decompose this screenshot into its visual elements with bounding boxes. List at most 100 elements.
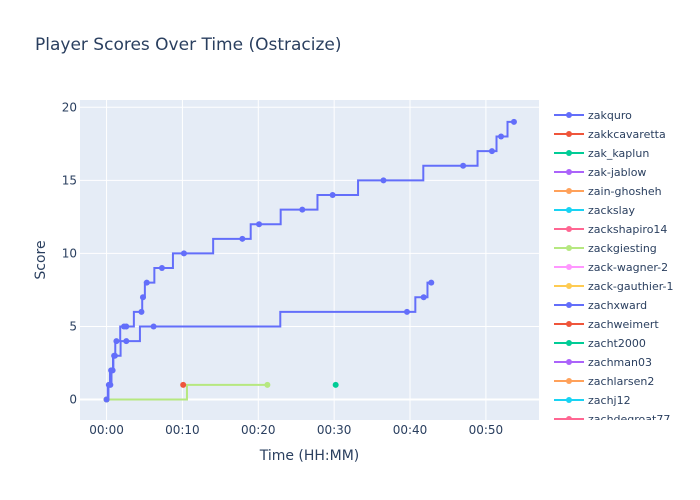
legend-item[interactable]: zackgiesting xyxy=(554,242,657,255)
legend-item[interactable]: zachman03 xyxy=(554,356,652,369)
data-point[interactable] xyxy=(123,338,130,345)
legend-label: zacht2000 xyxy=(588,337,646,350)
x-tick-label: 00:30 xyxy=(317,423,352,437)
y-axis-ticks: 0 5 10 15 20 xyxy=(62,100,77,406)
data-point[interactable] xyxy=(332,381,339,388)
data-point[interactable] xyxy=(256,221,263,228)
data-point[interactable] xyxy=(158,265,165,272)
legend-swatch-marker xyxy=(566,397,572,403)
data-point[interactable] xyxy=(180,250,187,257)
x-tick-label: 00:50 xyxy=(469,423,504,437)
chart-title: Player Scores Over Time (Ostracize) xyxy=(35,35,342,55)
data-point[interactable] xyxy=(143,279,150,286)
legend-item[interactable]: zakquro xyxy=(554,109,632,122)
legend-item[interactable]: zacht2000 xyxy=(554,337,646,350)
series-group xyxy=(103,118,517,403)
legend-item[interactable]: zackshapiro14 xyxy=(554,223,667,236)
series-zakkcavaretta xyxy=(180,381,187,388)
legend-label: zachman03 xyxy=(588,356,652,369)
legend-label: zachweimert xyxy=(588,318,659,331)
data-point[interactable] xyxy=(428,279,435,286)
data-point[interactable] xyxy=(107,381,114,388)
y-tick-label: 0 xyxy=(69,393,77,407)
legend-item[interactable]: zachlarsen2 xyxy=(554,375,654,388)
legend-label: zakquro xyxy=(588,109,632,122)
legend-label: zachxward xyxy=(588,299,647,312)
legend-item[interactable]: zack-gauthier-1 xyxy=(554,280,674,293)
legend-label: zain-ghosheh xyxy=(588,185,662,198)
data-point[interactable] xyxy=(138,308,145,315)
legend-swatch-marker xyxy=(566,207,572,213)
y-tick-label: 20 xyxy=(62,100,77,114)
legend-label: zackgiesting xyxy=(588,242,657,255)
legend-item[interactable]: zakkcavaretta xyxy=(554,128,666,141)
data-point[interactable] xyxy=(239,235,246,242)
plot-area xyxy=(80,100,539,420)
legend-item[interactable]: zak_kaplun xyxy=(554,147,649,160)
legend-label: zack-wagner-2 xyxy=(588,261,668,274)
legend-item[interactable]: zachj12 xyxy=(554,394,631,407)
data-point[interactable] xyxy=(510,118,517,125)
x-tick-label: 00:10 xyxy=(165,423,200,437)
legend-swatch-marker xyxy=(566,150,572,156)
legend-label: zack-gauthier-1 xyxy=(588,280,674,293)
data-point[interactable] xyxy=(403,308,410,315)
legend-swatch-marker xyxy=(566,112,572,118)
data-point[interactable] xyxy=(180,381,187,388)
legend-label: zackshapiro14 xyxy=(588,223,667,236)
legend-swatch-marker xyxy=(566,340,572,346)
legend-label: zachj12 xyxy=(588,394,631,407)
legend-item[interactable]: zackslay xyxy=(554,204,635,217)
legend-item[interactable]: zak-jablow xyxy=(554,166,646,179)
legend[interactable]: zakquro zakkcavaretta zak_kaplun zak-jablow… xyxy=(548,109,698,500)
data-point[interactable] xyxy=(488,148,495,155)
data-point[interactable] xyxy=(111,352,118,359)
x-tick-label: 00:20 xyxy=(241,423,276,437)
legend-label: zachlarsen2 xyxy=(588,375,654,388)
data-point[interactable] xyxy=(139,294,146,301)
data-point[interactable] xyxy=(299,206,306,213)
legend-clip xyxy=(548,420,698,500)
legend-label: zak_kaplun xyxy=(588,147,649,160)
x-tick-label: 00:40 xyxy=(393,423,428,437)
legend-swatch-marker xyxy=(566,245,572,251)
legend-label: zackslay xyxy=(588,204,635,217)
data-point[interactable] xyxy=(420,294,427,301)
legend-item[interactable]: zain-ghosheh xyxy=(554,185,662,198)
data-point[interactable] xyxy=(103,396,110,403)
legend-label: zak-jablow xyxy=(588,166,646,179)
data-point[interactable] xyxy=(264,381,271,388)
legend-item[interactable]: zack-wagner-2 xyxy=(554,261,668,274)
x-axis-ticks: 00:00 00:10 00:20 00:30 00:40 00:50 xyxy=(89,423,503,437)
x-axis-label: Time (HH:MM) xyxy=(259,448,360,464)
y-axis-label: Score xyxy=(33,240,49,279)
legend-swatch-marker xyxy=(566,264,572,270)
data-point[interactable] xyxy=(329,191,336,198)
data-point[interactable] xyxy=(113,338,120,345)
legend-swatch-marker xyxy=(566,378,572,384)
legend-swatch-marker xyxy=(566,188,572,194)
legend-label: zakkcavaretta xyxy=(588,128,666,141)
series-zak_kaplun xyxy=(332,381,339,388)
legend-swatch-marker xyxy=(566,283,572,289)
legend-swatch-marker xyxy=(566,226,572,232)
y-tick-label: 5 xyxy=(69,319,77,333)
data-point[interactable] xyxy=(498,133,505,140)
legend-swatch-marker xyxy=(566,169,572,175)
legend-item[interactable]: zachweimert xyxy=(554,318,659,331)
series-zakquro xyxy=(103,118,517,403)
y-tick-label: 15 xyxy=(62,173,77,187)
legend-swatch-marker xyxy=(566,359,572,365)
data-point[interactable] xyxy=(123,323,130,330)
x-tick-label: 00:00 xyxy=(89,423,124,437)
data-point[interactable] xyxy=(460,162,467,169)
legend-item[interactable]: zachxward xyxy=(554,299,647,312)
legend-swatch-marker xyxy=(566,321,572,327)
data-point[interactable] xyxy=(150,323,157,330)
data-point[interactable] xyxy=(380,177,387,184)
legend-swatch-marker xyxy=(566,131,572,137)
series-line xyxy=(106,383,268,401)
data-point[interactable] xyxy=(109,367,116,374)
y-tick-label: 10 xyxy=(62,246,77,260)
